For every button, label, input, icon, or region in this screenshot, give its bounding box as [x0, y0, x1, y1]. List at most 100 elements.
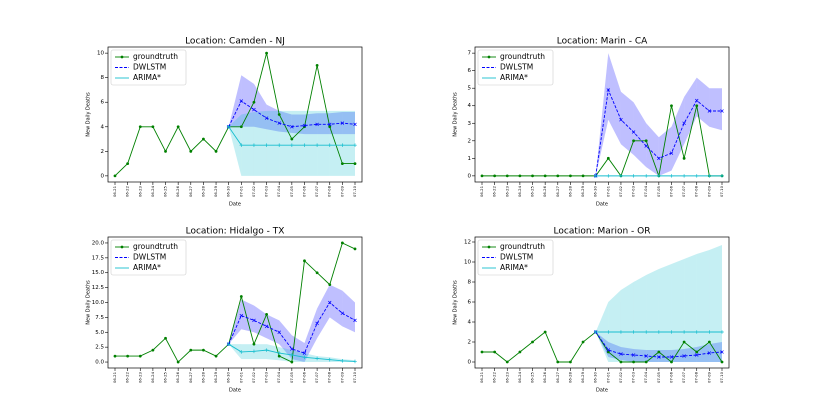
marker — [531, 340, 534, 344]
marker — [720, 360, 724, 364]
marker — [327, 357, 332, 362]
legend-label: DWLSTM — [133, 63, 166, 72]
y-tick-label: 15.0 — [92, 270, 105, 276]
x-tick-label: 07-09 — [706, 371, 711, 383]
x-tick-label: 07-02 — [618, 185, 623, 197]
y-axis-label: New Daily Deaths — [453, 92, 459, 137]
marker — [353, 143, 357, 147]
marker — [315, 143, 319, 147]
marker — [290, 353, 294, 357]
marker — [644, 174, 649, 178]
marker — [682, 354, 686, 358]
x-tick-label: 07-07 — [314, 371, 319, 383]
axes-frame — [474, 236, 730, 369]
x-tick-label: 06-25 — [530, 371, 535, 383]
marker — [176, 360, 180, 364]
x-tick-label: 07-06 — [301, 185, 306, 197]
marker — [252, 349, 256, 354]
marker — [543, 174, 547, 178]
x-tick-label: 06-29 — [213, 371, 218, 383]
x-tick-label: 07-10 — [352, 371, 357, 383]
marker — [518, 350, 522, 354]
x-tick-label: 06-28 — [200, 185, 205, 197]
series-line — [228, 301, 356, 354]
confidence-band — [696, 77, 710, 127]
confidence-band — [317, 284, 330, 339]
y-axis-label: New Daily Deaths — [453, 280, 459, 325]
marker — [493, 350, 497, 354]
marker — [353, 122, 357, 127]
x-tick-label: 06-28 — [567, 371, 572, 383]
confidence-band — [671, 349, 685, 362]
marker — [619, 360, 623, 364]
x-tick-label: 07-08 — [694, 185, 699, 197]
x-tick-label: 06-28 — [567, 185, 572, 197]
subplot-title: Location: Hidalgo - TX — [186, 227, 285, 237]
confidence-band — [671, 259, 685, 362]
confidence-band — [228, 75, 242, 127]
x-tick-label: 07-03 — [631, 185, 636, 197]
axes-frame — [474, 46, 730, 183]
y-tick-label: 5 — [468, 86, 472, 92]
marker — [695, 104, 699, 108]
marker — [581, 340, 585, 344]
marker — [644, 354, 648, 358]
marker — [226, 124, 231, 129]
confidence-band — [291, 110, 305, 176]
x-tick-label: 07-07 — [314, 185, 319, 197]
confidence-band — [608, 342, 621, 360]
marker — [657, 330, 661, 334]
marker — [644, 144, 648, 148]
y-tick-label: 7.5 — [95, 315, 104, 321]
confidence-band — [279, 110, 292, 176]
marker — [302, 351, 307, 355]
x-tick-label: 07-09 — [339, 371, 344, 383]
marker — [239, 99, 244, 103]
marker — [657, 350, 661, 354]
marker — [682, 121, 686, 126]
confidence-band — [684, 347, 697, 362]
confidence-band — [608, 53, 621, 145]
marker — [239, 350, 244, 354]
marker — [252, 100, 256, 104]
marker — [264, 116, 269, 120]
marker — [694, 353, 699, 357]
x-tick-label: 06-24 — [517, 371, 522, 383]
confidence-band — [266, 344, 280, 361]
x-tick-label: 06-22 — [492, 371, 497, 383]
x-tick-label: 06-27 — [555, 185, 560, 197]
confidence-band — [342, 290, 355, 333]
marker — [277, 143, 282, 147]
confidence-band — [241, 75, 254, 127]
marker — [252, 318, 256, 323]
marker — [569, 360, 572, 364]
x-axis-label: Date — [229, 202, 241, 208]
x-tick-label: 06-24 — [517, 185, 522, 197]
legend-frame — [110, 239, 187, 276]
marker — [315, 271, 319, 275]
marker — [669, 330, 674, 334]
x-tick-label: 06-25 — [163, 185, 168, 197]
confidence-band — [329, 112, 343, 135]
x-tick-label: 07-08 — [327, 371, 332, 383]
x-tick-label: 06-29 — [580, 371, 585, 383]
x-tick-label: 07-04 — [276, 185, 281, 197]
confidence-band — [279, 110, 292, 133]
x-tick-label: 07-09 — [706, 185, 711, 197]
marker — [694, 330, 699, 334]
confidence-band — [253, 344, 267, 360]
marker — [631, 174, 636, 178]
marker — [619, 118, 623, 122]
confidence-band — [709, 245, 722, 362]
confidence-band — [633, 102, 647, 168]
marker — [315, 356, 319, 361]
marker — [480, 174, 484, 178]
marker — [631, 130, 636, 134]
legend-label: groundtruth — [133, 242, 178, 251]
y-axis-label: New Daily Deaths — [86, 92, 92, 137]
y-tick-label: 10 — [464, 260, 471, 266]
confidence-band — [646, 123, 659, 176]
legend-label: DWLSTM — [133, 253, 166, 262]
marker — [644, 360, 648, 364]
